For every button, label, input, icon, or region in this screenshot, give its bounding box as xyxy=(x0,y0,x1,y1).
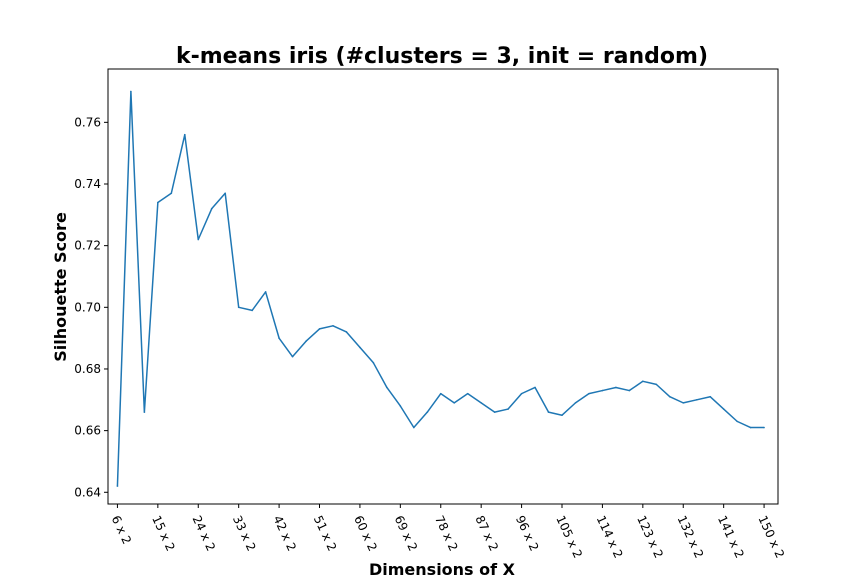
data-point xyxy=(642,380,644,383)
data-point xyxy=(345,331,348,333)
x-tick-label: 114 x 2 xyxy=(594,513,626,560)
data-point xyxy=(749,426,752,429)
x-tick-label: 69 x 2 xyxy=(392,513,421,553)
data-point xyxy=(183,133,186,136)
data-point xyxy=(130,90,132,93)
y-tick-label: 0.72 xyxy=(74,239,101,253)
data-point xyxy=(413,426,415,429)
x-tick-label: 132 x 2 xyxy=(675,513,707,560)
data-point xyxy=(372,362,375,364)
data-point xyxy=(466,392,469,395)
x-tick-label: 141 x 2 xyxy=(715,513,747,560)
data-point xyxy=(520,392,523,395)
data-point xyxy=(278,337,280,339)
data-point xyxy=(237,306,240,309)
data-point xyxy=(493,411,496,413)
plot-area: 0.64 0.66 0.68 0.70 0.72 0.74 0.76 6 x 2 15 x 2 2… xyxy=(74,68,787,560)
data-point xyxy=(736,420,738,423)
data-point xyxy=(507,408,509,410)
chart-title: k-means iris (#clusters = 3, init = rand… xyxy=(176,44,708,69)
data-point xyxy=(561,414,563,417)
data-point xyxy=(534,386,536,389)
data-point xyxy=(197,238,200,241)
x-tick-label: 60 x 2 xyxy=(351,513,380,553)
data-point xyxy=(359,346,361,349)
data-point xyxy=(170,192,173,195)
data-point xyxy=(305,340,307,343)
data-point xyxy=(386,386,388,389)
data-point xyxy=(615,386,617,389)
data-point xyxy=(453,402,456,404)
data-point xyxy=(399,405,402,407)
data-point xyxy=(157,201,159,204)
data-point xyxy=(655,383,658,386)
data-point xyxy=(264,291,267,293)
series-line xyxy=(116,90,765,487)
data-point xyxy=(251,309,253,312)
data-point xyxy=(682,402,685,404)
x-tick-label: 6 x 2 xyxy=(109,513,134,546)
x-tick-label: 15 x 2 xyxy=(149,513,178,553)
data-point xyxy=(588,392,590,395)
data-point xyxy=(668,395,671,398)
x-tick-label: 51 x 2 xyxy=(311,513,340,553)
x-tick-label: 123 x 2 xyxy=(634,513,666,560)
x-tick-label: 105 x 2 xyxy=(553,513,585,560)
y-tick-label: 0.74 xyxy=(74,177,101,191)
x-tick-label: 87 x 2 xyxy=(472,513,501,553)
data-point xyxy=(116,485,119,487)
y-tick-label: 0.64 xyxy=(74,485,101,499)
data-point xyxy=(426,411,429,413)
y-tick-label: 0.66 xyxy=(74,424,101,438)
y-axis-label: Silhouette Score xyxy=(51,212,70,362)
data-point xyxy=(763,426,765,429)
data-point xyxy=(291,355,294,358)
data-point xyxy=(210,207,213,210)
data-point xyxy=(695,398,698,401)
x-tick-label: 78 x 2 xyxy=(432,513,461,553)
data-point xyxy=(628,389,631,392)
data-point xyxy=(574,402,577,404)
data-point xyxy=(143,411,146,413)
x-tick-label: 150 x 2 xyxy=(755,513,787,560)
x-tick-label: 42 x 2 xyxy=(270,513,299,553)
x-axis-label: Dimensions of X xyxy=(369,560,516,576)
data-point xyxy=(480,402,482,404)
x-tick-label: 24 x 2 xyxy=(190,513,219,553)
y-tick-label: 0.68 xyxy=(74,362,101,376)
data-point xyxy=(318,328,321,330)
x-tick-label: 96 x 2 xyxy=(513,513,542,553)
data-point xyxy=(439,392,442,395)
y-tick-label: 0.76 xyxy=(74,115,101,129)
data-point xyxy=(332,325,334,327)
data-point xyxy=(224,192,227,195)
plot-frame xyxy=(107,68,779,505)
x-tick-label: 33 x 2 xyxy=(230,513,259,553)
data-point xyxy=(722,408,725,410)
data-point xyxy=(709,395,711,398)
data-point xyxy=(547,411,550,413)
data-point xyxy=(601,389,604,392)
y-tick-label: 0.70 xyxy=(74,300,101,314)
